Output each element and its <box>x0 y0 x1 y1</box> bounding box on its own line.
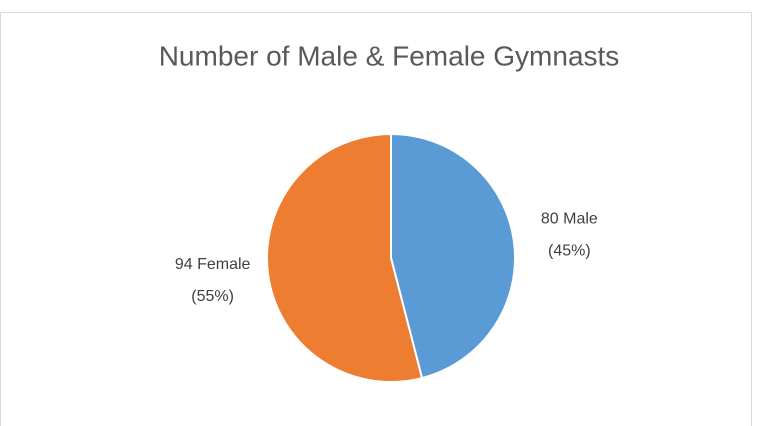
pie-slice <box>266 132 424 383</box>
data-label: (55%) <box>191 288 234 305</box>
data-label: 80 Male <box>541 211 598 228</box>
chart-title: Number of Male & Female Gymnasts <box>159 40 620 71</box>
pie-slice <box>390 132 516 380</box>
data-label: 94 Female <box>175 256 251 273</box>
data-label: (45%) <box>548 243 591 260</box>
